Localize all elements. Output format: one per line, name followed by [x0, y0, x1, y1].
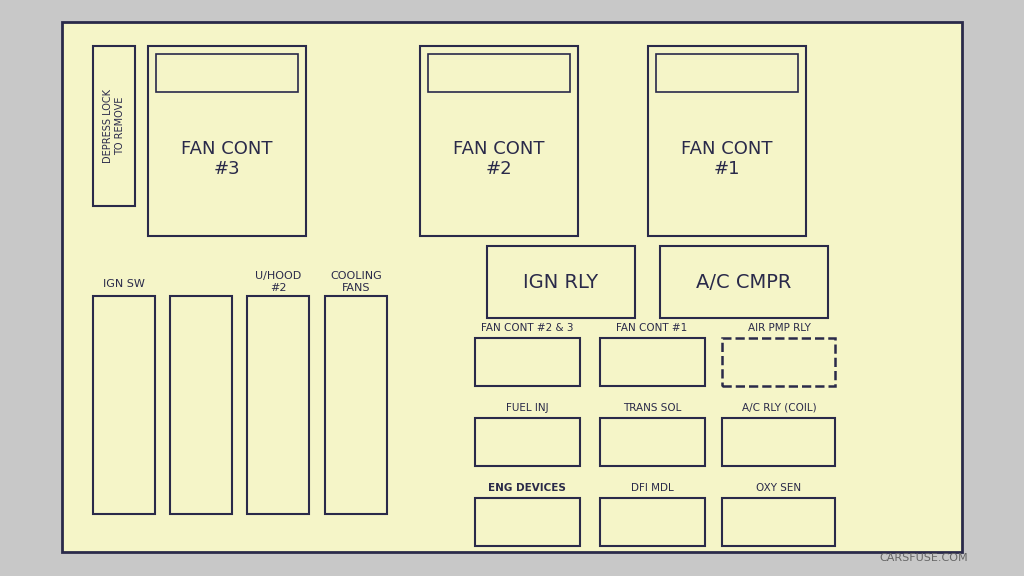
Text: FANS: FANS [342, 283, 371, 293]
Text: OXY SEN: OXY SEN [757, 483, 802, 493]
Text: DEPRESS LOCK
TO REMOVE: DEPRESS LOCK TO REMOVE [103, 89, 125, 163]
Bar [475, 498, 580, 546]
Bar [156, 54, 298, 92]
Text: A/C RLY (COIL): A/C RLY (COIL) [741, 403, 816, 413]
Text: FAN CONT
#1: FAN CONT #1 [681, 139, 773, 179]
Bar [428, 54, 570, 92]
Text: ENG DEVICES: ENG DEVICES [488, 483, 566, 493]
Text: FUEL INJ: FUEL INJ [506, 403, 548, 413]
Bar [722, 498, 835, 546]
Bar [648, 46, 806, 236]
Bar [722, 418, 835, 466]
Text: A/C CMPR: A/C CMPR [696, 272, 792, 291]
Bar [170, 296, 232, 514]
Bar [600, 338, 705, 386]
Bar [722, 338, 835, 386]
Bar [656, 54, 798, 92]
Text: FAN CONT
#2: FAN CONT #2 [454, 139, 545, 179]
Text: U/HOOD: U/HOOD [255, 271, 301, 281]
Bar [487, 246, 635, 318]
Bar [148, 46, 306, 236]
Bar [62, 22, 962, 552]
Text: DFI MDL: DFI MDL [631, 483, 674, 493]
Bar [325, 296, 387, 514]
Text: FAN CONT #2 & 3: FAN CONT #2 & 3 [480, 323, 573, 333]
Bar [660, 246, 828, 318]
Text: TRANS SOL: TRANS SOL [623, 403, 681, 413]
Bar [600, 418, 705, 466]
Bar [475, 338, 580, 386]
Bar [420, 46, 578, 236]
Text: CARSFUSE.COM: CARSFUSE.COM [880, 553, 968, 563]
Text: #2: #2 [269, 283, 287, 293]
Text: COOLING: COOLING [330, 271, 382, 281]
Bar [600, 498, 705, 546]
Bar [247, 296, 309, 514]
Text: AIR PMP RLY: AIR PMP RLY [748, 323, 810, 333]
Bar [93, 46, 135, 206]
Text: IGN RLY: IGN RLY [523, 272, 599, 291]
Bar [475, 418, 580, 466]
Text: FAN CONT
#3: FAN CONT #3 [181, 139, 272, 179]
Text: FAN CONT #1: FAN CONT #1 [616, 323, 688, 333]
Text: IGN SW: IGN SW [103, 279, 145, 289]
Bar [93, 296, 155, 514]
